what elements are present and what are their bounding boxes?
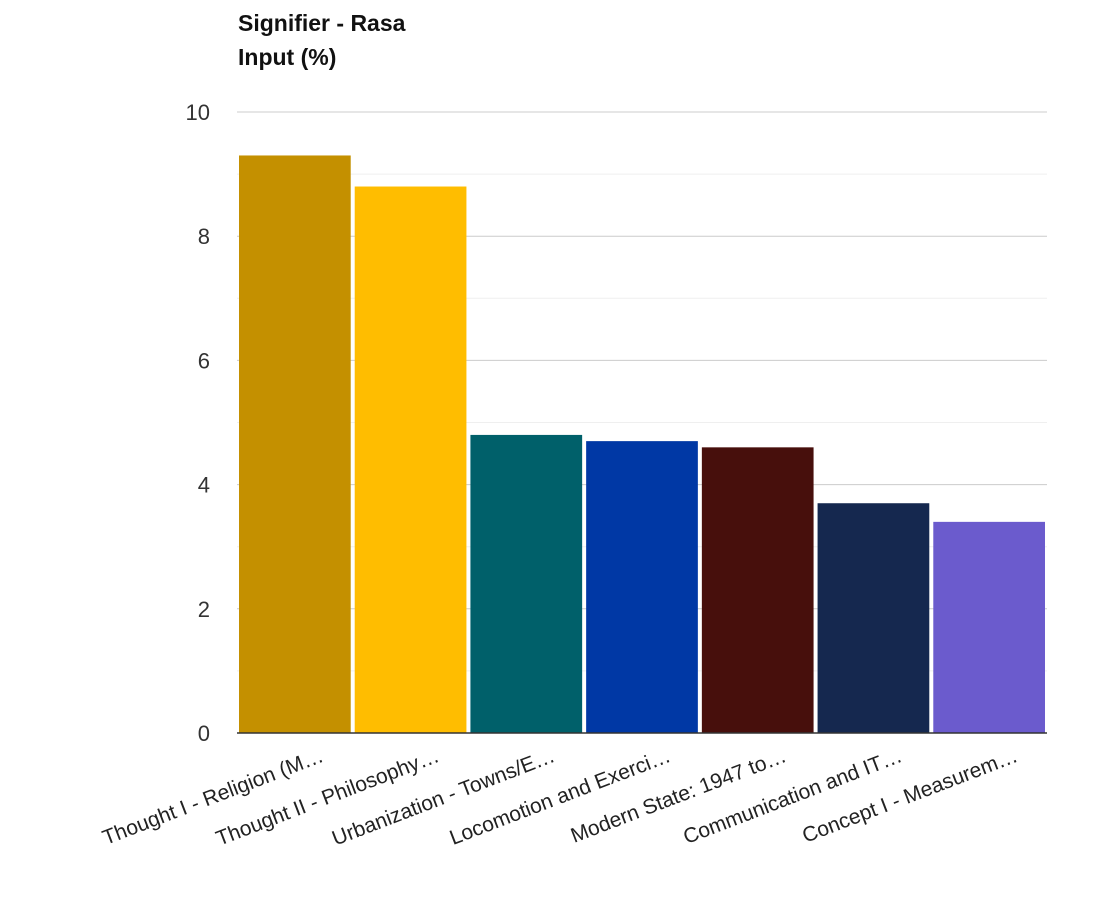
y-tick-label: 2: [198, 597, 210, 622]
x-tick-label: Thought I - Religion (M…: [99, 744, 326, 850]
bar: [586, 441, 698, 733]
y-tick-label: 4: [198, 473, 210, 498]
chart-title-block: Signifier - Rasa Input (%): [238, 6, 405, 74]
y-tick-label: 6: [198, 348, 210, 373]
bar: [239, 155, 351, 734]
y-tick-label: 10: [186, 100, 210, 125]
y-tick-label: 8: [198, 224, 210, 249]
bar: [354, 186, 467, 733]
y-axis-ticks: 0 2 4 6 8 10: [186, 100, 210, 746]
x-tick-label: Urbanization - Towns/E…: [329, 744, 558, 850]
x-tick-label: Locomotion and Exerci…: [447, 744, 674, 850]
chart-title: Signifier - Rasa: [238, 10, 406, 36]
bar: [933, 521, 1045, 733]
chart-subtitle: Input (%): [238, 44, 337, 70]
bar: [470, 434, 583, 733]
y-tick-label: 0: [198, 721, 210, 746]
x-tick-label: Concept I - Measurem…: [799, 744, 1021, 847]
x-tick-label: Modern State: 1947 to…: [568, 744, 790, 847]
x-tick-label: Thought II - Philosophy…: [213, 744, 442, 850]
x-axis-labels: Thought I - Religion (M…Thought II - Phi…: [99, 744, 1021, 850]
x-tick-label: Communication and IT…: [680, 744, 905, 849]
bar: [817, 503, 930, 733]
bar: [701, 447, 814, 733]
bars: [239, 155, 1045, 734]
